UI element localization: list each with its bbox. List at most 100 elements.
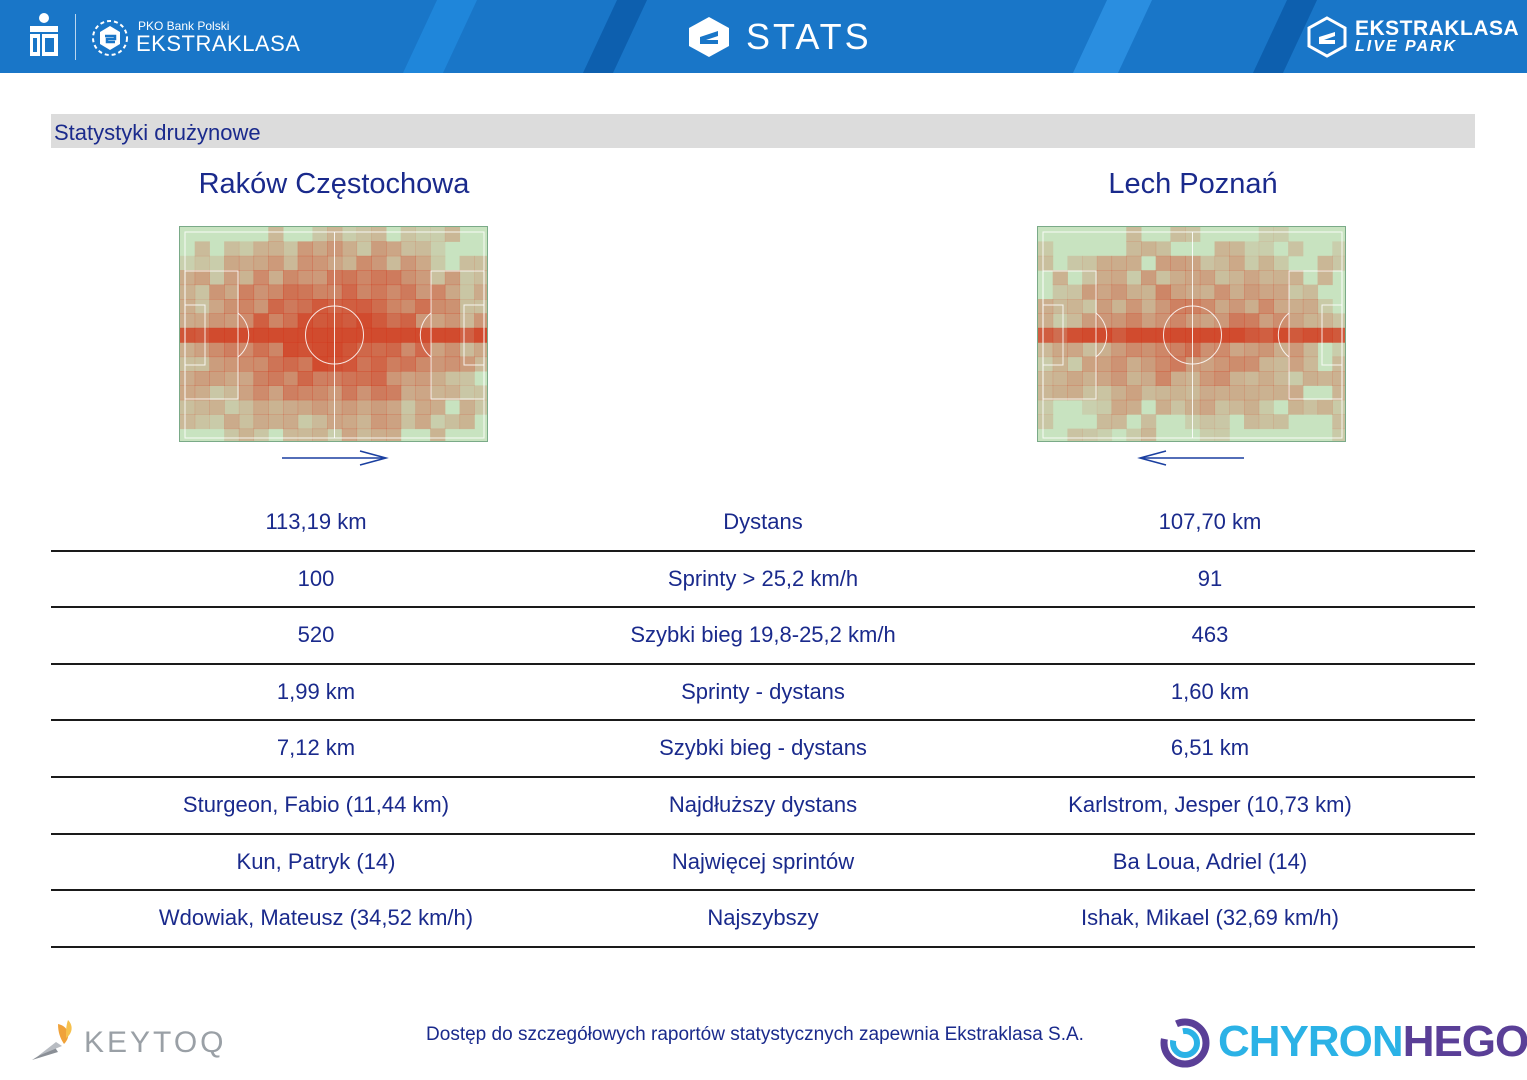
pitch-marking — [1321, 304, 1343, 366]
heatmap-cell — [1258, 342, 1274, 358]
heatmap-cell — [283, 313, 299, 329]
live-park-title: EKSTRAKLASA — [1355, 17, 1520, 40]
heatmap-cell — [474, 356, 487, 372]
heatmap-cell — [1038, 342, 1054, 358]
heatmap-cell — [1258, 356, 1274, 372]
heatmap-cell — [283, 327, 299, 343]
heatmap-cell — [1052, 342, 1068, 358]
header-decor-stripe — [402, 0, 478, 73]
heatmap-cell — [283, 270, 299, 286]
heatmap-cell — [224, 371, 240, 386]
heatmap-cell — [180, 313, 196, 329]
heatmap-cell — [283, 299, 299, 314]
heatmap-cell — [386, 414, 402, 430]
heatmap-cell — [224, 313, 240, 329]
away-stat-value: 107,70 km — [1158, 509, 1262, 534]
heatmap-cell — [341, 356, 358, 372]
heatmap-cell — [253, 284, 269, 300]
table-row: 520 Szybki bieg 19,8-25,2 km/h 463 — [51, 608, 1475, 665]
home-heatmap-canvas — [180, 227, 487, 441]
heatmap-cell — [1141, 299, 1157, 314]
heatmap-cell — [444, 299, 461, 314]
heatmap-cell — [1141, 327, 1157, 343]
hego-text-part: HEGO — [1402, 1017, 1527, 1066]
heatmap-cell — [356, 227, 372, 242]
heatmap-cell — [1126, 356, 1142, 372]
heatmap-cell — [371, 371, 387, 386]
heatmap-cell — [400, 327, 416, 343]
heatmap-cell — [1170, 270, 1186, 286]
heatmap-cell — [253, 299, 269, 314]
heatmap-cell — [180, 270, 196, 286]
heatmap-cell — [297, 313, 313, 329]
heatmap-cell — [1082, 342, 1098, 358]
heatmap-cell — [1273, 284, 1289, 300]
heatmap-cell — [1199, 414, 1216, 430]
heatmap-cell — [1288, 284, 1304, 300]
heatmap-cell — [253, 414, 269, 430]
heatmap-cell — [283, 284, 299, 300]
heatmap-cell — [400, 227, 416, 242]
heatmap-cell — [238, 414, 255, 430]
heatmap-cell — [1067, 313, 1083, 329]
heatmap-cell — [238, 356, 255, 372]
heatmap-cell — [1082, 270, 1098, 286]
heatmap-cell — [297, 371, 313, 386]
heatmap-cell — [1170, 255, 1186, 271]
heatmap-cell — [371, 428, 387, 441]
heatmap-cell — [386, 385, 402, 401]
page-title: STATS — [746, 16, 872, 57]
heatmap-cell — [1155, 299, 1171, 314]
heatmap-cell — [268, 342, 284, 358]
heatmap-cell — [474, 399, 487, 415]
heatmap-cell — [371, 241, 387, 257]
heatmap-cell — [224, 428, 240, 441]
heatmap-cell — [283, 241, 299, 257]
header-divider — [75, 14, 76, 60]
heatmap-cell — [444, 327, 461, 343]
heatmap-cell — [1111, 270, 1127, 286]
stat-label: Szybki bieg 19,8-25,2 km/h — [630, 622, 896, 648]
heatmap-cell — [415, 241, 431, 257]
heatmap-cell — [312, 255, 328, 271]
heatmap-cell — [459, 371, 475, 386]
heatmap-cell — [386, 371, 402, 386]
heatmap-cell — [1096, 327, 1113, 343]
heatmap-cell — [253, 270, 269, 286]
heatmap-cell — [459, 399, 475, 415]
heatmap-cell — [1067, 327, 1083, 343]
heatmap-cell — [1082, 399, 1098, 415]
heatmap-cell — [1214, 313, 1230, 329]
heatmap-cell — [415, 327, 431, 343]
heatmap-cell — [180, 299, 196, 314]
heatmap-cell — [1067, 371, 1083, 386]
heatmap-cell — [1214, 327, 1230, 343]
heatmap-cell — [341, 428, 358, 441]
heatmap-cell — [268, 284, 284, 300]
heatmap-cell — [371, 255, 387, 271]
heatmap-cell — [1141, 414, 1157, 430]
heatmap-cell — [1258, 241, 1274, 257]
heatmap-cell — [1317, 399, 1333, 415]
heatmap-cell — [415, 255, 431, 271]
heatmap-cell — [400, 371, 416, 386]
heatmap-cell — [1038, 313, 1054, 329]
heatmap-cell — [371, 299, 387, 314]
heatmap-cell — [1067, 299, 1083, 314]
heatmap-cell — [1332, 414, 1345, 430]
heatmap-cell — [1288, 385, 1304, 401]
heatmap-cell — [1170, 385, 1186, 401]
heatmap-cell — [194, 255, 210, 271]
heatmap-cell — [1332, 428, 1345, 441]
heatmap-cell — [371, 313, 387, 329]
heatmap-cell — [371, 227, 387, 242]
heatmap-cell — [1229, 371, 1245, 386]
heatmap-cell — [356, 313, 372, 329]
home-team-heatmap — [179, 226, 488, 442]
heatmap-cell — [430, 241, 446, 257]
stat-label: Sprinty - dystans — [681, 678, 845, 704]
heatmap-cell — [1229, 385, 1245, 401]
heatmap-cell — [268, 371, 284, 386]
heatmap-cell — [209, 313, 225, 329]
heatmap-cell — [1229, 313, 1245, 329]
